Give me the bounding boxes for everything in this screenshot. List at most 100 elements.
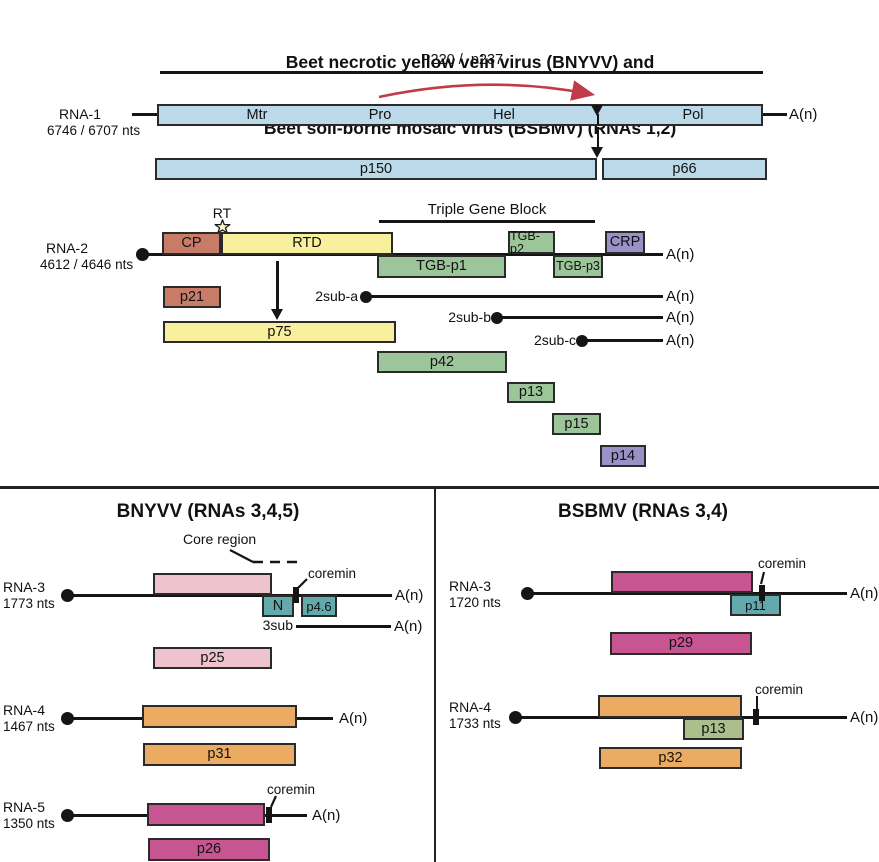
bnyvv-rna4-polyA-label: A(n) bbox=[339, 710, 368, 727]
p46-box: p4.6 bbox=[301, 595, 337, 617]
p42-box: p42 bbox=[377, 351, 507, 373]
rna1-name: RNA-1 bbox=[59, 106, 102, 122]
bnyvv-rna5-length: 1350 nts bbox=[3, 816, 55, 831]
rna1-line-left bbox=[132, 113, 157, 116]
bnyvv-rna5-coremin-label: coremin bbox=[267, 782, 316, 797]
p32-box: p32 bbox=[599, 747, 742, 769]
sub2b-label: 2sub-b bbox=[448, 309, 491, 325]
bnyvv-rna3-polyA-label: A(n) bbox=[395, 587, 424, 604]
sub3-line bbox=[296, 625, 391, 628]
bnyvv-rna3-coremin-tick-icon bbox=[293, 587, 299, 603]
cp-box: CP bbox=[162, 232, 221, 255]
section-divider-vertical bbox=[434, 489, 436, 862]
bnyvv-rna3-line bbox=[67, 594, 392, 597]
tgb-p1-box: TGB-p1 bbox=[377, 255, 506, 278]
readthrough-star-icon bbox=[214, 219, 231, 234]
bsbmv-rna4-polyA-label: A(n) bbox=[850, 709, 879, 726]
p66-box: p66 bbox=[602, 158, 767, 180]
bsbmv-rna3-length: 1720 nts bbox=[449, 595, 501, 610]
p25-box: p25 bbox=[153, 647, 272, 669]
figure-title-line1: Beet necrotic yellow vein virus (BNYVV) … bbox=[285, 52, 655, 72]
bsbmv-rna3-polyA-label: A(n) bbox=[850, 585, 879, 602]
rt-label: RT bbox=[212, 205, 232, 221]
sub2c-line bbox=[582, 339, 663, 342]
tgb-p3-box: TGB-p3 bbox=[553, 255, 603, 278]
rna1-segment-mtr: Mtr bbox=[246, 106, 268, 123]
sub2a-line bbox=[366, 295, 663, 298]
rna1-segment-pol: Pol bbox=[682, 106, 704, 123]
core-region-pointer-line bbox=[229, 549, 254, 563]
bnyvv-rna4-name: RNA-4 bbox=[3, 702, 46, 718]
bnyvv-rna3-coremin-label: coremin bbox=[308, 566, 357, 581]
p220-p237-label: P220 / p237 bbox=[420, 52, 504, 68]
rna1-line-right bbox=[763, 113, 787, 116]
crp-box: CRP bbox=[605, 231, 645, 254]
cleavage-down-arrow-icon bbox=[591, 147, 603, 158]
cleavage-site-line bbox=[596, 114, 600, 125]
rna2-name: RNA-2 bbox=[46, 240, 89, 256]
p31-box: p31 bbox=[143, 743, 296, 766]
p14-box: p14 bbox=[600, 445, 646, 467]
bnyvv-rna5-name: RNA-5 bbox=[3, 799, 46, 815]
bsbmv-rna4-length: 1733 nts bbox=[449, 716, 501, 731]
n-box: N bbox=[262, 595, 294, 617]
bsbmv-rna3-orf-box bbox=[611, 571, 753, 593]
p150-box: p150 bbox=[155, 158, 597, 180]
core-region-label: Core region bbox=[183, 531, 257, 547]
bnyvv-rna3-name: RNA-3 bbox=[3, 579, 46, 595]
sub3-polyA-label: A(n) bbox=[394, 618, 423, 635]
core-region-dashed-line bbox=[253, 560, 303, 564]
sub2c-label: 2sub-c bbox=[533, 332, 576, 348]
bsbmv-rna4-coremin-pointer bbox=[756, 696, 759, 709]
tgb-p2-box: TGB-p2 bbox=[508, 230, 555, 255]
sub2c-polyA-label: A(n) bbox=[666, 332, 695, 349]
rtd-expression-arrow-icon bbox=[271, 309, 283, 320]
bsbmv-rna3-coremin-label: coremin bbox=[758, 556, 807, 571]
p21-box: p21 bbox=[163, 286, 221, 308]
bsbmv-section-title: BSBMV (RNAs 3,4) bbox=[558, 501, 728, 522]
bnyvv-rna4-orf-box bbox=[142, 705, 297, 728]
p29-box: p29 bbox=[610, 632, 752, 655]
rtd-box: RTD bbox=[221, 232, 393, 255]
cleavage-down-arrow-shaft bbox=[596, 127, 600, 148]
rna1-segment-pro: Pro bbox=[368, 106, 392, 123]
bnyvv-rna5-coremin-pointer bbox=[269, 795, 278, 808]
bnyvv-rna5-orf-box bbox=[147, 803, 265, 826]
p26-box: p26 bbox=[148, 838, 270, 861]
section-divider-horizontal bbox=[0, 486, 879, 489]
bsbmv-rna3-name: RNA-3 bbox=[449, 578, 492, 594]
bnyvv-rna5-coremin-tick-icon bbox=[266, 807, 272, 823]
bnyvv-rna3-length: 1773 nts bbox=[3, 596, 55, 611]
sub2b-line bbox=[497, 316, 663, 319]
rna2-polyA-label: A(n) bbox=[666, 246, 695, 263]
bsbmv-rna3-line bbox=[527, 592, 847, 595]
bnyvv-rna3-coremin-pointer bbox=[296, 578, 308, 590]
p13-bottom-box: p13 bbox=[683, 718, 744, 740]
bnyvv-rna5-polyA-label: A(n) bbox=[312, 807, 341, 824]
bsbmv-rna4-coremin-tick-icon bbox=[753, 709, 759, 725]
bsbmv-rna3-coremin-tick-icon bbox=[759, 585, 765, 601]
bnyvv-section-title: BNYVV (RNAs 3,4,5) bbox=[116, 501, 300, 522]
sub2b-polyA-label: A(n) bbox=[666, 309, 695, 326]
triple-gene-block-label: Triple Gene Block bbox=[427, 201, 547, 218]
triple-gene-block-line bbox=[379, 220, 595, 223]
bsbmv-rna4-orf-box bbox=[598, 695, 742, 718]
bsbmv-rna4-name: RNA-4 bbox=[449, 699, 492, 715]
cleavage-site-triangle-icon bbox=[591, 105, 603, 116]
sub2a-polyA-label: A(n) bbox=[666, 288, 695, 305]
sub3-label: 3sub bbox=[262, 617, 293, 633]
readthrough-red-arrow-icon bbox=[378, 80, 596, 101]
rna1-polyA-label: A(n) bbox=[789, 106, 818, 123]
rna1-orf-box: Mtr Pro Hel Pol bbox=[157, 104, 763, 126]
rna1-segment-hel: Hel bbox=[493, 106, 515, 123]
bnyvv-rna4-length: 1467 nts bbox=[3, 719, 55, 734]
p75-box: p75 bbox=[163, 321, 396, 343]
p11-box: p11 bbox=[730, 594, 781, 616]
p15-box: p15 bbox=[552, 413, 601, 435]
bsbmv-rna4-coremin-label: coremin bbox=[755, 682, 804, 697]
bnyvv-rna3-orf-box bbox=[153, 573, 272, 595]
rna2-line bbox=[142, 253, 663, 256]
p13-top-box: p13 bbox=[507, 382, 555, 403]
bsbmv-rna3-coremin-pointer bbox=[759, 571, 766, 585]
